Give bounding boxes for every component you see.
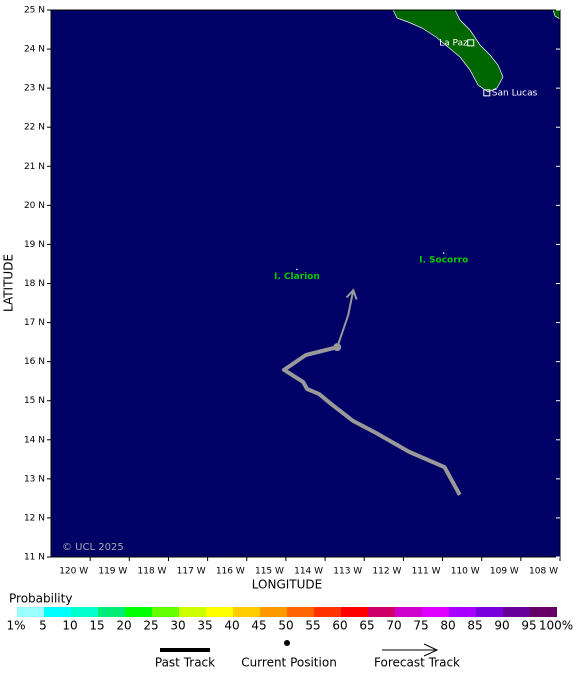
forecast-arrowhead bbox=[345, 288, 358, 300]
x-tick-label: 113 W bbox=[333, 567, 362, 577]
probability-swatch bbox=[260, 607, 287, 617]
city-marker bbox=[467, 39, 475, 47]
copyright: © UCL 2025 bbox=[62, 542, 124, 553]
city-label: San Lucas bbox=[492, 88, 538, 98]
ocean bbox=[51, 10, 560, 557]
y-tick-label: 24 N bbox=[24, 45, 45, 55]
probability-label: 25 bbox=[143, 619, 158, 633]
x-tick-label: 110 W bbox=[451, 567, 480, 577]
probability-swatch bbox=[287, 607, 314, 617]
probability-swatch bbox=[395, 607, 422, 617]
y-tick-label: 17 N bbox=[24, 318, 45, 328]
y-tick-label: 22 N bbox=[24, 123, 45, 133]
probability-label: 80 bbox=[440, 619, 455, 633]
probability-label: 100% bbox=[539, 619, 573, 633]
current-position bbox=[333, 343, 342, 352]
probability-swatch bbox=[44, 607, 71, 617]
probability-swatch bbox=[314, 607, 341, 617]
probability-swatch bbox=[368, 607, 395, 617]
probability-label: 65 bbox=[359, 619, 374, 633]
probability-swatch bbox=[476, 607, 503, 617]
probability-swatch bbox=[152, 607, 179, 617]
probability-label: 40 bbox=[224, 619, 239, 633]
x-tick-label: 120 W bbox=[59, 567, 88, 577]
y-tick-label: 12 N bbox=[24, 513, 45, 523]
forecast-track bbox=[336, 289, 355, 348]
y-tick-label: 21 N bbox=[24, 162, 45, 172]
probability-label: 70 bbox=[386, 619, 401, 633]
y-tick-label: 23 N bbox=[24, 84, 45, 94]
x-tick-label: 109 W bbox=[490, 567, 519, 577]
legend-past: Past Track bbox=[155, 656, 215, 670]
probability-swatch bbox=[503, 607, 530, 617]
probability-label: 30 bbox=[170, 619, 185, 633]
probability-swatch bbox=[179, 607, 206, 617]
probability-label: 95 bbox=[521, 619, 536, 633]
probability-label: 5 bbox=[39, 619, 47, 633]
probability-label: 75 bbox=[413, 619, 428, 633]
island-label: I. Socorro bbox=[419, 256, 468, 266]
probability-label: 35 bbox=[197, 619, 212, 633]
probability-swatch bbox=[206, 607, 233, 617]
y-tick-label: 20 N bbox=[24, 201, 45, 211]
probability-swatch bbox=[98, 607, 125, 617]
probability-label: 45 bbox=[251, 619, 266, 633]
y-tick-label: 19 N bbox=[24, 240, 45, 250]
probability-label: 90 bbox=[494, 619, 509, 633]
y-tick-label: 15 N bbox=[24, 396, 45, 406]
island-label: I. Clarion bbox=[274, 272, 320, 282]
y-axis-label: LATITUDE bbox=[2, 254, 16, 312]
probability-swatch bbox=[17, 607, 44, 617]
probability-label: 1% bbox=[6, 619, 25, 633]
island-marker bbox=[296, 268, 298, 271]
island-marker bbox=[442, 252, 445, 254]
x-tick-label: 115 W bbox=[255, 567, 284, 577]
y-tick-label: 14 N bbox=[24, 435, 45, 445]
probability-swatch bbox=[422, 607, 449, 617]
x-tick-label: 116 W bbox=[216, 567, 245, 577]
probability-label: 85 bbox=[467, 619, 482, 633]
x-tick-label: 111 W bbox=[412, 567, 441, 577]
probability-swatch bbox=[125, 607, 152, 617]
probability-label: 15 bbox=[89, 619, 104, 633]
y-tick-label: 18 N bbox=[24, 279, 45, 289]
land bbox=[392, 9, 504, 93]
legend-current-dot bbox=[284, 640, 290, 646]
probability-label: 55 bbox=[305, 619, 320, 633]
past-track bbox=[281, 345, 462, 496]
city-label: La Paz bbox=[439, 38, 468, 48]
city-marker bbox=[483, 89, 491, 97]
x-tick-label: 117 W bbox=[177, 567, 206, 577]
x-tick-label: 112 W bbox=[372, 567, 401, 577]
x-axis-label: LONGITUDE bbox=[252, 578, 322, 592]
probability-label: 60 bbox=[332, 619, 347, 633]
probability-swatch bbox=[233, 607, 260, 617]
x-tick-label: 118 W bbox=[138, 567, 167, 577]
legend-forecast-arrow bbox=[382, 643, 439, 657]
probability-label: 10 bbox=[62, 619, 77, 633]
x-tick-label: 119 W bbox=[98, 567, 127, 577]
probability-swatch bbox=[341, 607, 368, 617]
probability-label: 20 bbox=[116, 619, 131, 633]
probability-swatch bbox=[71, 607, 98, 617]
y-tick-label: 11 N bbox=[24, 553, 45, 563]
legend-forecast: Forecast Track bbox=[374, 656, 460, 670]
x-tick-label: 108 W bbox=[529, 567, 558, 577]
y-tick-label: 13 N bbox=[24, 474, 45, 484]
legend-current: Current Position bbox=[241, 656, 337, 670]
probability-swatch bbox=[530, 607, 557, 617]
probability-swatch bbox=[449, 607, 476, 617]
y-tick-label: 25 N bbox=[24, 6, 45, 16]
y-tick-label: 16 N bbox=[24, 357, 45, 367]
legend-title: Probability bbox=[9, 592, 72, 606]
x-tick-label: 114 W bbox=[294, 567, 323, 577]
probability-label: 50 bbox=[278, 619, 293, 633]
